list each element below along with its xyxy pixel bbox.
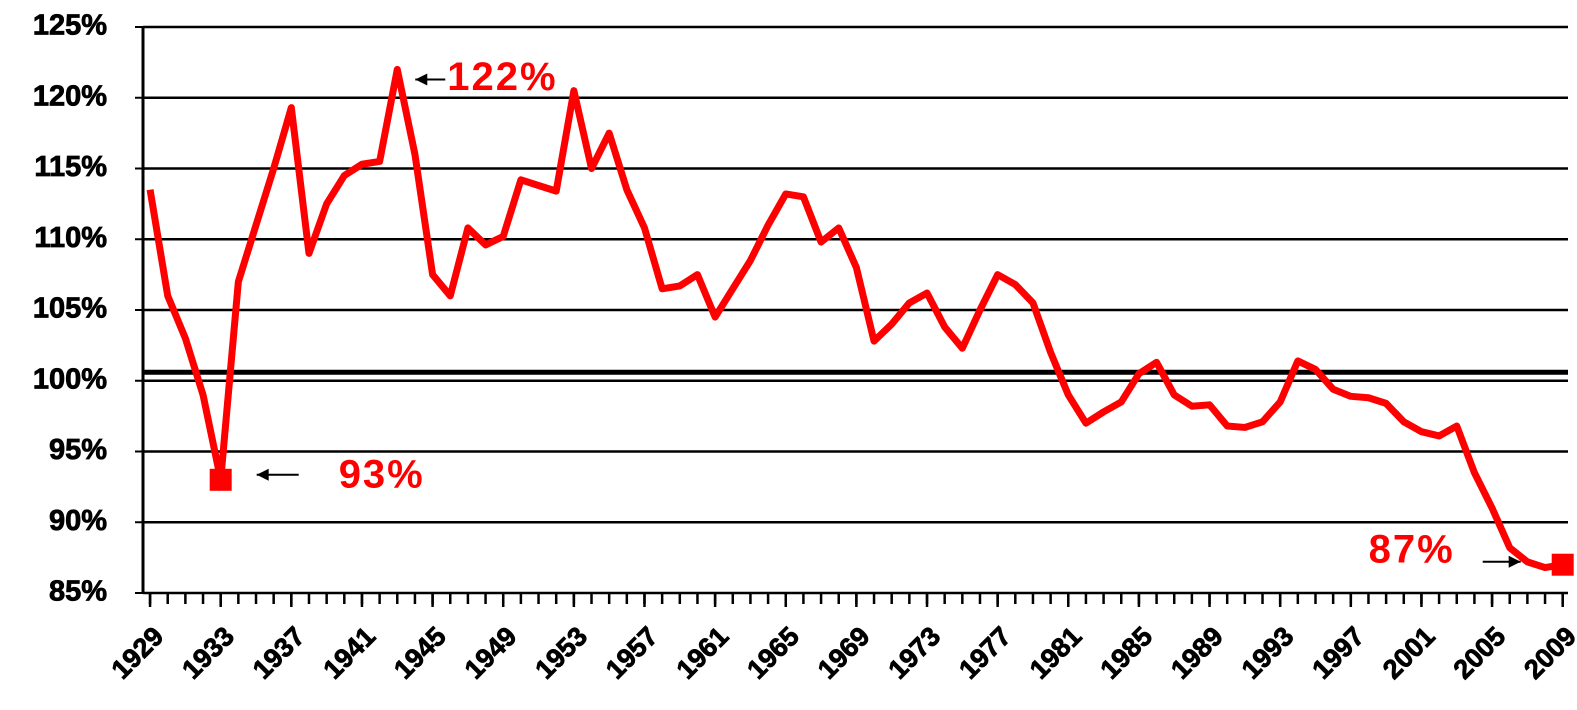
arrow-head [415,73,428,86]
y-tick-label: 120% [33,80,107,112]
x-tick-label: 1989 [1165,621,1229,685]
y-tick-label: 100% [33,363,107,395]
x-tick-label: 1941 [318,621,382,685]
x-tick-label: 1985 [1094,621,1158,685]
y-tick-label: 125% [33,10,107,42]
arrow-head [256,468,269,481]
annotation-label: 93% [339,452,425,496]
arrow-head [1508,555,1521,568]
x-tick-label: 1997 [1306,621,1370,685]
x-tick-label: 1993 [1236,621,1300,685]
x-tick-label: 1965 [741,621,805,685]
x-tick-label: 1957 [600,621,664,685]
annotation-label: 87% [1369,527,1455,571]
x-tick-label: 1945 [388,621,452,685]
y-tick-label: 95% [49,434,107,466]
x-tick-label: 2009 [1518,621,1577,685]
x-tick-label: 1961 [671,621,735,685]
annotation-label: 122% [447,55,557,99]
y-tick-label: 85% [49,576,107,608]
x-tick-label: 1969 [812,621,876,685]
data-line [146,65,1564,572]
x-tick-label: 1933 [176,621,240,685]
x-tick-label: 1937 [247,621,311,685]
y-tick-label: 110% [34,222,107,254]
x-tick-label: 1981 [1024,621,1088,685]
x-tick-label: 1949 [459,621,523,685]
x-tick-label: 1953 [529,621,593,685]
point-marker [209,468,232,491]
y-tick-label: 105% [33,293,107,325]
x-tick-label: 2005 [1448,621,1512,685]
y-tick-label: 90% [49,505,107,537]
x-tick-label: 1929 [106,621,170,685]
point-marker [1551,553,1574,576]
y-tick-label: 115% [34,151,107,183]
x-tick-label: 1977 [953,621,1017,685]
x-tick-label: 1973 [883,621,947,685]
x-tick-label: 2001 [1377,621,1441,685]
